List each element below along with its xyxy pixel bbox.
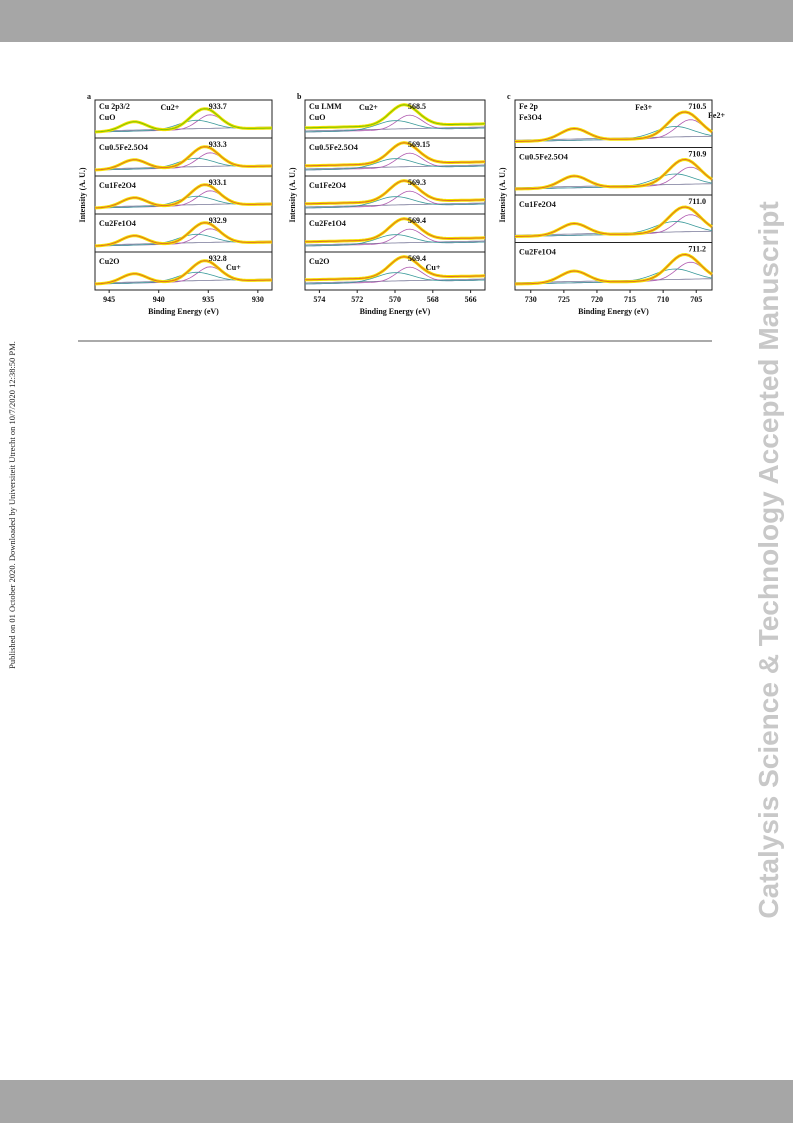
envelope <box>514 206 713 237</box>
envelope <box>94 108 273 133</box>
envelope <box>305 104 486 129</box>
annotation: Cu2+ <box>359 103 378 112</box>
peak-label: 569.4 <box>408 254 426 263</box>
panel-label: a <box>87 92 91 101</box>
row-label: CuO <box>309 113 325 122</box>
envelope <box>94 260 273 285</box>
row-label: Fe3O4 <box>519 113 542 122</box>
peak-label: 933.1 <box>209 178 227 187</box>
envelope <box>514 253 713 285</box>
envelope <box>305 142 486 167</box>
footer-bar <box>0 1080 793 1123</box>
annotation: Fe3+ <box>635 103 652 112</box>
x-tick-label: 720 <box>591 295 603 304</box>
envelope <box>305 180 486 205</box>
row-label: Cu2O <box>309 257 329 266</box>
header-bar <box>0 0 793 42</box>
y-label: Intensity (A. U.) <box>498 167 507 222</box>
fit-curve <box>304 120 486 133</box>
peak-label: 569.15 <box>408 140 430 149</box>
panel-header: Cu 2p3/2 <box>99 102 130 111</box>
annotation: Fe2+ <box>708 111 725 120</box>
row-label: Cu2O <box>99 257 119 266</box>
row-label: Cu2Fe1O4 <box>519 248 556 257</box>
peak-label: 933.7 <box>209 102 227 111</box>
peak-label: 569.3 <box>408 178 426 187</box>
x-tick-label: 566 <box>465 295 477 304</box>
x-label: Binding Energy (eV) <box>578 307 649 316</box>
peak-label: 932.9 <box>209 216 227 225</box>
row-label: Cu0.5Fe2.5O4 <box>519 153 568 162</box>
background-curve <box>304 202 485 208</box>
y-label: Intensity (A. U.) <box>78 167 87 222</box>
panel-label: b <box>297 92 302 101</box>
envelope <box>514 158 713 190</box>
peak-label: 568.5 <box>408 102 426 111</box>
fit-curve <box>304 234 486 247</box>
envelope <box>305 218 486 243</box>
x-tick-label: 730 <box>525 295 537 304</box>
peak-label: 710.5 <box>688 102 706 111</box>
row-label: Cu2Fe1O4 <box>99 219 136 228</box>
x-tick-label: 574 <box>313 295 325 304</box>
row-label: Cu1Fe2O4 <box>519 200 556 209</box>
x-tick-label: 572 <box>351 295 363 304</box>
x-tick-label: 725 <box>558 295 570 304</box>
x-label: Binding Energy (eV) <box>360 307 431 316</box>
panel-label: c <box>507 92 511 101</box>
background-curve <box>304 278 485 284</box>
y-label: Intensity (A. U.) <box>288 167 297 222</box>
watermark: Catalysis Science & Technology Accepted … <box>753 201 784 918</box>
peak-label: 932.8 <box>209 254 227 263</box>
row-label: Cu2Fe1O4 <box>309 219 346 228</box>
fit-curve <box>304 272 486 285</box>
annotation: Cu2+ <box>160 103 179 112</box>
figure: a Intensity (A. U.) Binding Energy (eV) 945… <box>78 92 725 316</box>
row-label: Cu1Fe2O4 <box>99 181 136 190</box>
envelope <box>94 222 273 247</box>
x-tick-label: 940 <box>153 295 165 304</box>
x-tick-label: 710 <box>657 295 669 304</box>
background-curve <box>304 240 485 246</box>
peak-label: 711.2 <box>688 245 706 254</box>
x-tick-label: 568 <box>427 295 439 304</box>
fit-curve <box>304 158 486 171</box>
x-tick-label: 935 <box>202 295 214 304</box>
background-curve <box>304 126 485 132</box>
annotation: Cu+ <box>226 263 241 272</box>
frame <box>94 99 273 291</box>
row-label: CuO <box>99 113 115 122</box>
x-label: Binding Energy (eV) <box>148 307 219 316</box>
x-tick-label: 715 <box>624 295 636 304</box>
panel-header: Fe 2p <box>519 102 538 111</box>
peak-label: 933.3 <box>209 140 227 149</box>
x-tick-label: 930 <box>252 295 264 304</box>
side-text: Published on 01 October 2020. Downloaded… <box>7 341 17 669</box>
row-label: Cu0.5Fe2.5O4 <box>309 143 358 152</box>
peak-label: 711.0 <box>688 197 706 206</box>
x-tick-label: 570 <box>389 295 401 304</box>
envelope <box>514 111 713 142</box>
x-tick-label: 945 <box>103 295 115 304</box>
x-tick-label: 705 <box>690 295 702 304</box>
peak-label: 710.9 <box>688 150 706 159</box>
annotation: Cu+ <box>426 263 441 272</box>
envelope <box>94 184 273 209</box>
fit-curve <box>304 196 486 209</box>
background-curve <box>304 164 485 170</box>
envelope <box>305 256 486 281</box>
peak-label: 569.4 <box>408 216 426 225</box>
envelope <box>94 146 273 171</box>
row-label: Cu0.5Fe2.5O4 <box>99 143 148 152</box>
row-label: Cu1Fe2O4 <box>309 181 346 190</box>
panel-header: Cu LMM <box>309 102 342 111</box>
